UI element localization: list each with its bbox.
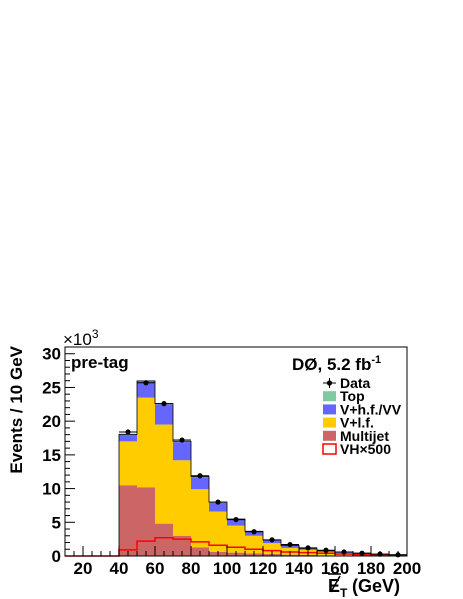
bar-v-l-f-90 — [209, 511, 227, 552]
legend-label-multijet: Multijet — [340, 428, 389, 444]
data-point-50 — [143, 380, 149, 386]
legend-swatch-v-l-f — [323, 417, 336, 428]
y-scale-factor: ×103 — [63, 327, 99, 349]
x-tick-label: 80 — [182, 559, 201, 578]
bar-v-h-f-vv-100 — [227, 519, 245, 526]
bar-v-l-f-50 — [137, 397, 155, 488]
data-point-140 — [305, 545, 311, 551]
legend-label-vh-500: VH×500 — [340, 441, 391, 457]
experiment-label: DØ, 5.2 fb-1 — [292, 354, 381, 374]
bar-v-h-f-vv-80 — [191, 477, 209, 490]
x-tick-label: 100 — [213, 559, 241, 578]
bar-multijet-70 — [173, 535, 191, 556]
x-tick-label: 200 — [393, 559, 421, 578]
data-point-110 — [251, 529, 257, 535]
bar-v-l-f-110 — [245, 535, 263, 554]
x-axis-label: E T (GeV) — [328, 573, 400, 599]
x-tick-label: 140 — [285, 559, 313, 578]
bar-multijet-40 — [119, 485, 137, 556]
bar-multijet-50 — [137, 487, 155, 556]
legend-label-v-h-f-vv: V+h.f./VV — [340, 401, 402, 417]
legend-label-top: Top — [340, 388, 365, 404]
bar-v-l-f-40 — [119, 441, 137, 486]
data-point-70 — [179, 437, 185, 443]
svg-text:(GeV): (GeV) — [352, 576, 400, 596]
y-tick-label: 25 — [42, 378, 61, 397]
legend-swatch-v-h-f-vv — [323, 404, 336, 415]
x-tick-label: 120 — [249, 559, 277, 578]
legend-label-v-l-f: V+l.f. — [340, 415, 374, 431]
x-tick-label: 160 — [321, 559, 349, 578]
data-point-150 — [323, 547, 329, 553]
x-tick-label: 60 — [146, 559, 165, 578]
y-tick-label: 10 — [42, 480, 61, 499]
data-point-80 — [197, 473, 203, 479]
bar-v-h-f-vv-90 — [209, 502, 227, 512]
x-tick-label: 20 — [74, 559, 93, 578]
legend-swatch-data-marker — [326, 380, 333, 386]
legend-swatch-vh-500 — [322, 443, 337, 455]
pretag-label: pre-tag — [71, 353, 129, 372]
x-tick-label: 180 — [357, 559, 385, 578]
legend-label-data: Data — [340, 375, 371, 391]
data-point-130 — [287, 541, 293, 548]
legend-swatch-multijet — [323, 430, 336, 441]
bar-v-h-f-vv-70 — [173, 442, 191, 461]
bar-v-l-f-100 — [227, 525, 245, 553]
bar-v-l-f-120 — [263, 543, 281, 554]
y-axis-label: Events / 10 GeV — [7, 345, 26, 473]
bar-v-l-f-70 — [173, 460, 191, 536]
bar-v-l-f-80 — [191, 489, 209, 548]
data-point-120 — [269, 537, 275, 543]
y-tick-label: 0 — [52, 547, 61, 566]
legend-swatch-top — [323, 391, 336, 402]
data-point-40 — [125, 429, 131, 435]
y-tick-label: 5 — [52, 513, 61, 532]
bar-v-h-f-vv-50 — [137, 381, 155, 398]
bar-multijet-60 — [155, 523, 173, 556]
bar-v-h-f-vv-60 — [155, 404, 173, 425]
data-point-90 — [215, 499, 221, 505]
data-point-60 — [161, 401, 167, 407]
svg-text:T: T — [340, 586, 348, 599]
bar-v-l-f-60 — [155, 424, 173, 524]
bar-v-h-f-vv-40 — [119, 434, 137, 442]
y-tick-label: 30 — [42, 345, 61, 364]
x-tick-label: 40 — [110, 559, 129, 578]
data-point-100 — [233, 516, 239, 523]
y-tick-label: 20 — [42, 412, 61, 431]
y-tick-label: 15 — [42, 446, 61, 465]
